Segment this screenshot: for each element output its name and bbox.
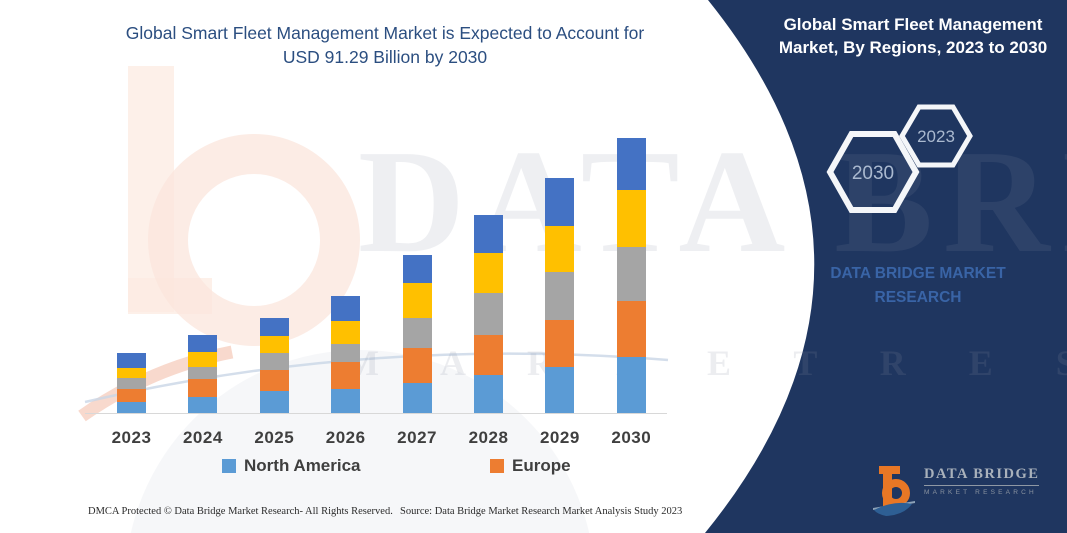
bar-segment-2028-Europe (474, 335, 503, 375)
bar-segment-2027-unlabeled-segment-darkblue (402, 255, 432, 284)
x-axis-label-2023: 2023 (111, 428, 152, 447)
stacked-bar-2030 (616, 138, 646, 413)
logo-name: DATA BRIDGE (924, 466, 1040, 486)
stacked-bar-2023 (117, 353, 146, 413)
x-axis-label-2025: 2025 (254, 428, 295, 447)
europe-swatch (490, 459, 504, 473)
panel-title: Global Smart Fleet Management Market, By… (763, 13, 1063, 59)
bar-segment-2023-unlabeled-segment-gray (117, 378, 146, 390)
source-notice: Source: Data Bridge Market Research Mark… (400, 506, 683, 517)
x-axis-label-2028: 2028 (468, 428, 509, 447)
bar-segment-2028-unlabeled-segment-darkblue (474, 215, 503, 254)
stacked-bar-2025 (259, 318, 289, 413)
panel-title-line2: Market, By Regions, 2023 to 2030 (778, 38, 1048, 57)
x-axis-label-2024: 2024 (182, 428, 223, 447)
x-axis-label-2029: 2029 (539, 428, 580, 447)
bar-segment-2027-unlabeled-segment-yellow (402, 283, 432, 319)
data-bridge-logo: DATA BRIDGE MARKET RESEARCH (872, 458, 1040, 516)
stacked-bar-2027 (402, 255, 432, 413)
x-axis-label-2030: 2030 (611, 428, 652, 447)
hexagon-2030-label: 2030 (852, 163, 894, 184)
bar-segment-2029-unlabeled-segment-yellow (545, 225, 575, 273)
x-axis-line (85, 413, 667, 414)
chart-title-line2: USD 91.29 Billion by 2030 (282, 47, 488, 67)
chart-title-line1: Global Smart Fleet Management Market is … (125, 23, 645, 43)
bar-segment-2026-unlabeled-segment-gray (331, 343, 361, 362)
hexagon-2023 (899, 104, 973, 168)
year-hexagons: 2030 2023 (826, 104, 973, 213)
hexagon-2030 (826, 131, 920, 213)
bar-segment-2027-unlabeled-segment-gray (402, 318, 432, 349)
x-axis-label-2026: 2026 (325, 428, 366, 447)
bar-segment-2023-unlabeled-segment-darkblue (117, 353, 146, 369)
bar-segment-2029-Europe (545, 320, 575, 368)
bar-segment-2023-unlabeled-segment-yellow (117, 368, 146, 379)
legend-item-europe: Europe (490, 456, 571, 476)
bar-segment-2025-unlabeled-segment-yellow (259, 336, 289, 354)
data-bridge-logo-icon (873, 466, 915, 516)
stacked-bar-2024 (188, 334, 218, 413)
bar-segment-2028-unlabeled-segment-gray (474, 293, 503, 336)
panel-title-line1: Global Smart Fleet Management (783, 15, 1043, 34)
logo-tagline: MARKET RESEARCH (924, 489, 1037, 496)
bar-segment-2029-unlabeled-segment-gray (545, 272, 575, 321)
bar-segment-2026-North America (331, 389, 361, 413)
bar-segment-2023-Europe (117, 389, 146, 403)
brand-text-line2: RESEARCH (874, 289, 962, 306)
stacked-bar-2026 (331, 296, 361, 413)
bar-segment-2028-North America (474, 374, 503, 413)
chart-title: Global Smart Fleet Management Market is … (85, 21, 685, 69)
bar-segment-2024-North America (188, 396, 218, 413)
bar-segment-2029-North America (545, 367, 575, 413)
hexagon-2023-label: 2023 (917, 127, 955, 146)
x-axis-label-2027: 2027 (397, 428, 438, 447)
bar-segment-2028-unlabeled-segment-yellow (474, 253, 503, 294)
bar-segment-2029-unlabeled-segment-darkblue (545, 177, 575, 226)
bar-segment-2027-Europe (402, 348, 432, 384)
bar-segment-2030-unlabeled-segment-yellow (616, 189, 646, 247)
bar-segment-2026-Europe (331, 362, 361, 390)
bar-segment-2025-North America (259, 390, 289, 413)
bar-segment-2023-North America (117, 402, 146, 413)
bar-segment-2030-North America (616, 357, 646, 413)
bar-segment-2030-unlabeled-segment-gray (616, 246, 646, 302)
bar-segment-2024-unlabeled-segment-darkblue (188, 334, 218, 352)
data-bridge-brand-text: DATA BRIDGE MARKET RESEARCH (768, 262, 1067, 310)
brand-text-line1: DATA BRIDGE MARKET (830, 265, 1006, 282)
bar-segment-2024-Europe (188, 378, 218, 397)
legend-item-north-america: North America (222, 456, 361, 476)
north-america-swatch (222, 459, 236, 473)
stacked-bar-2029 (545, 177, 575, 413)
bar-segment-2026-unlabeled-segment-darkblue (331, 296, 361, 322)
logo-text: DATA BRIDGE MARKET RESEARCH (924, 458, 1040, 496)
bar-segment-2025-Europe (259, 370, 289, 391)
legend-label-europe: Europe (512, 456, 571, 475)
dmca-notice: DMCA Protected © Data Bridge Market Rese… (88, 506, 393, 517)
bar-segment-2027-North America (402, 383, 432, 413)
bar-segment-2030-unlabeled-segment-darkblue (616, 138, 646, 190)
bar-segment-2025-unlabeled-segment-darkblue (259, 318, 289, 337)
legend-label-north-america: North America (244, 456, 361, 475)
bar-segment-2026-unlabeled-segment-yellow (331, 321, 361, 344)
bar-segment-2024-unlabeled-segment-yellow (188, 351, 218, 367)
bar-segment-2025-unlabeled-segment-gray (259, 353, 289, 371)
bar-segment-2030-Europe (616, 301, 646, 358)
stacked-bar-2028 (474, 215, 503, 413)
bar-segment-2024-unlabeled-segment-gray (188, 366, 218, 379)
